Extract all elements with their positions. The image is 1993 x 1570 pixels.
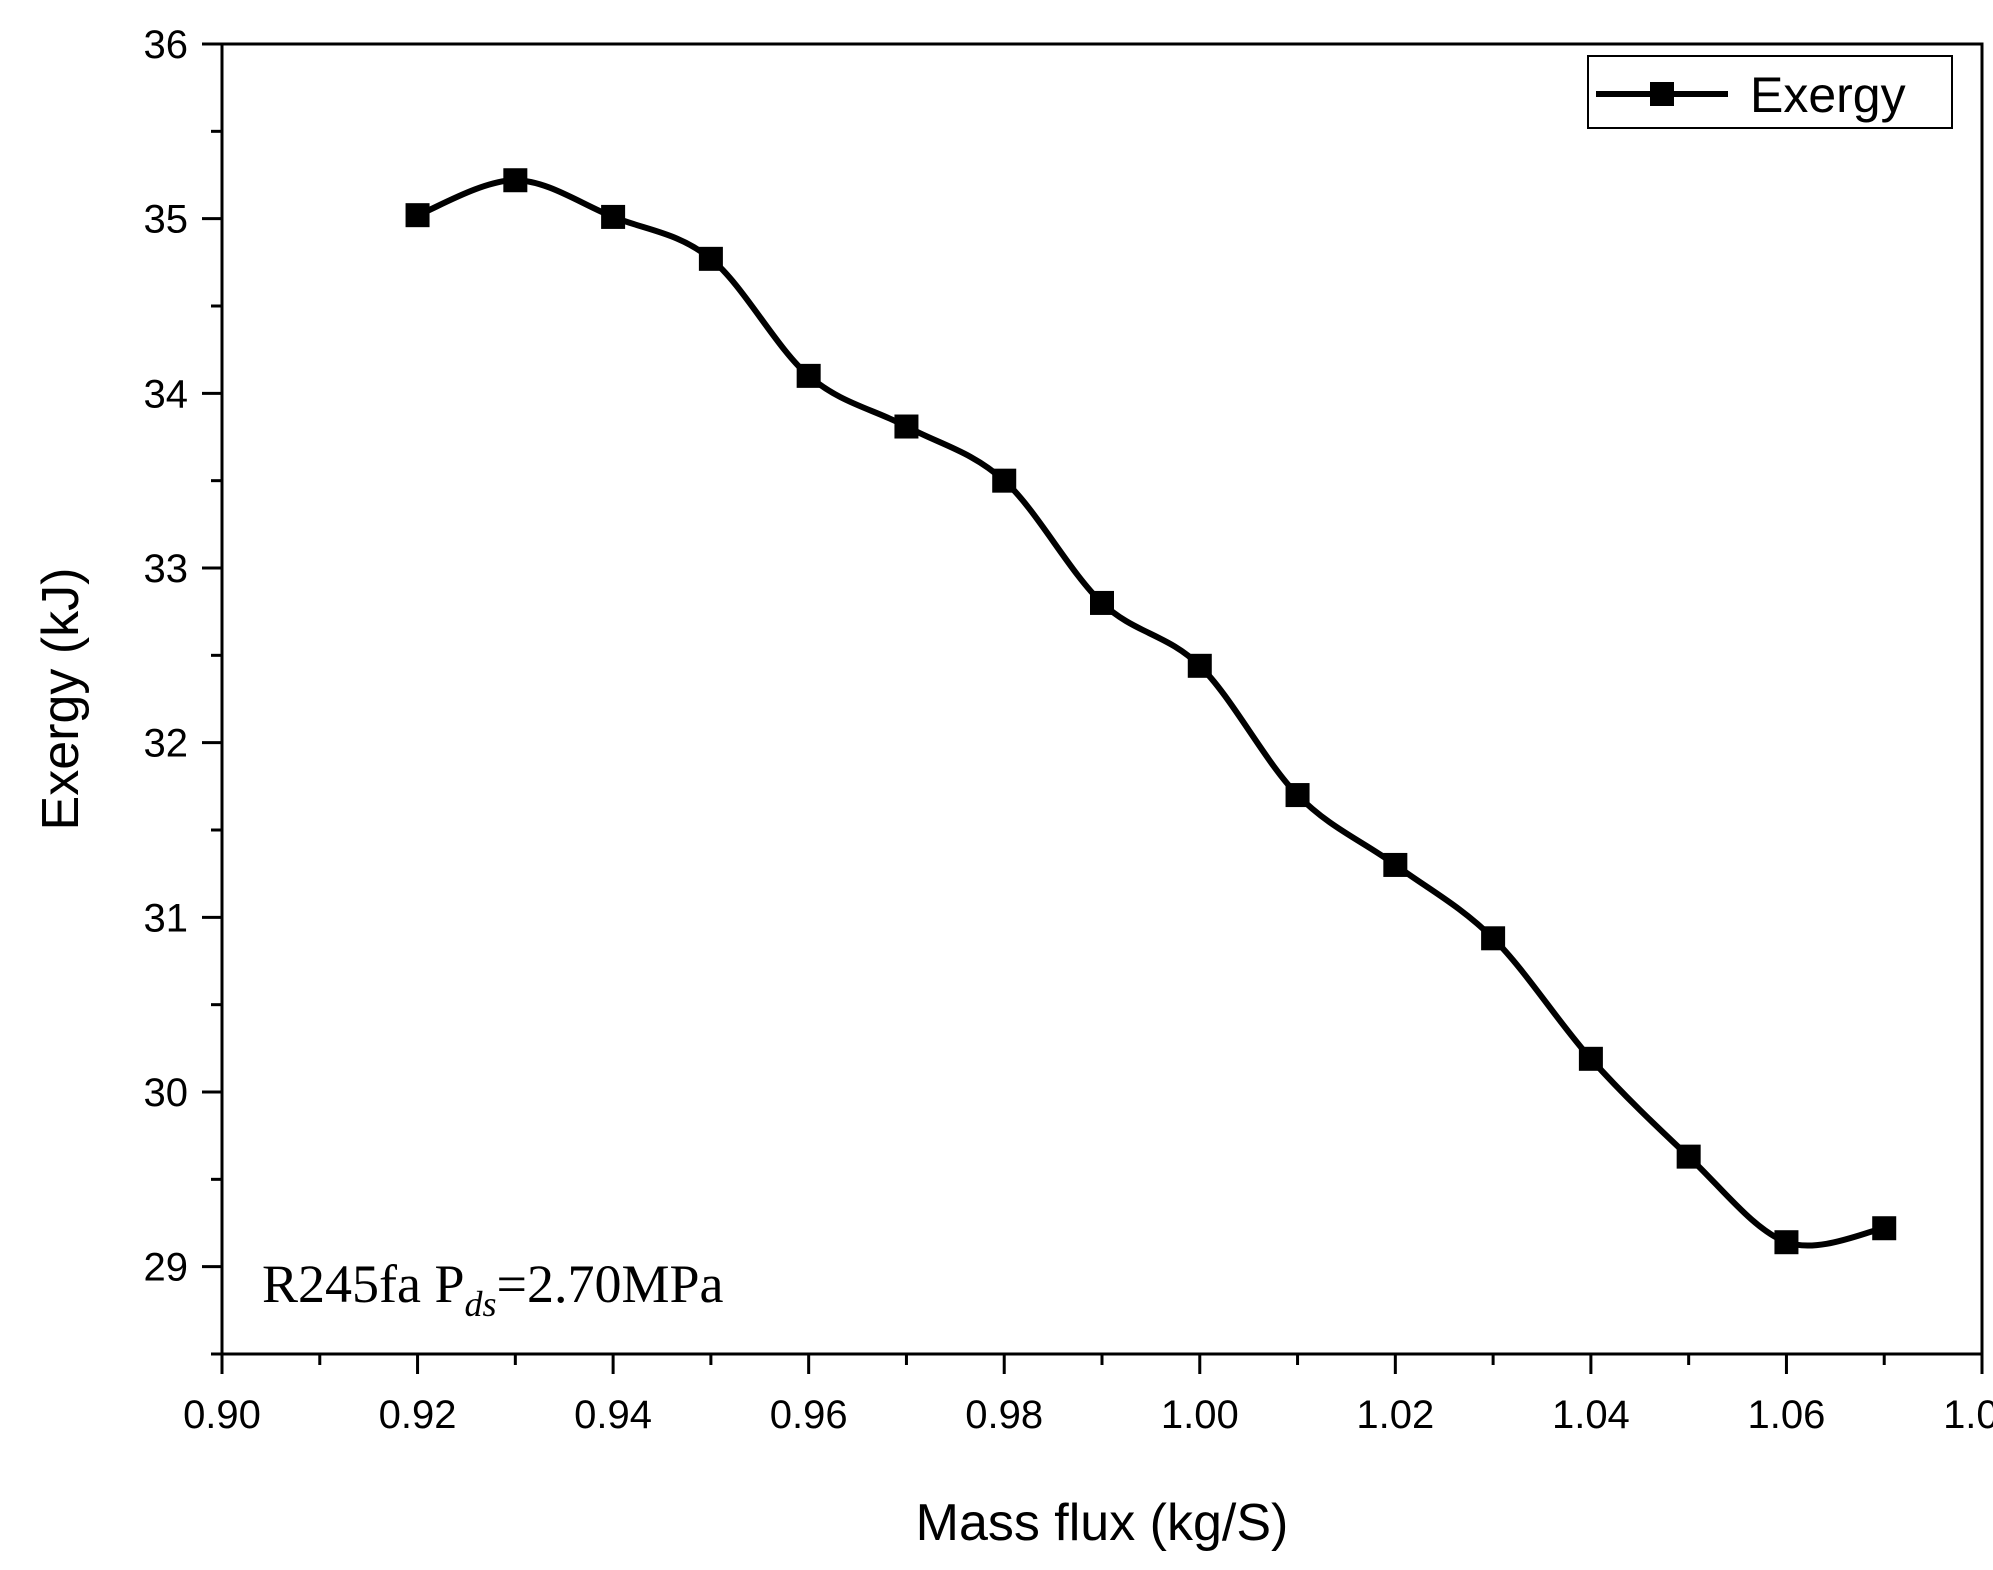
exergy-point — [1578, 1046, 1603, 1071]
y-tick-label: 33 — [144, 547, 189, 591]
x-tick-label: 0.96 — [770, 1393, 848, 1437]
y-ticks: 29 30 31 32 33 34 35 36 — [144, 23, 222, 1356]
x-tick-label: 0.90 — [183, 1393, 261, 1437]
plot-frame — [220, 42, 1984, 1356]
exergy-point — [992, 468, 1017, 493]
exergy-point — [894, 414, 919, 439]
x-tick-label: 1.08 — [1943, 1393, 1993, 1437]
x-tick-label: 1.04 — [1552, 1393, 1630, 1437]
exergy-point — [405, 203, 430, 228]
y-tick-label: 32 — [144, 722, 189, 766]
series-layer — [405, 168, 1897, 1255]
x-axis-title: Mass flux (kg/S) — [916, 1494, 1289, 1552]
exergy-point — [1285, 783, 1310, 808]
exergy-point — [1872, 1216, 1897, 1241]
y-tick-label: 30 — [144, 1071, 189, 1115]
exergy-line — [414, 177, 1888, 1249]
legend: Exergy — [1587, 55, 1953, 129]
annotation-suffix: =2.70MPa — [497, 1254, 724, 1314]
y-tick-label: 35 — [144, 198, 189, 242]
annotation-prefix: R245fa P — [262, 1254, 465, 1314]
x-tick-label: 1.00 — [1161, 1393, 1239, 1437]
x-tick-label: 0.92 — [379, 1393, 457, 1437]
exergy-point — [1481, 926, 1506, 951]
x-ticks: 0.90 0.92 0.94 0.96 0.98 1.00 1.02 1.04 1.06 1.08 — [183, 1354, 1993, 1437]
y-axis-title: Exergy (kJ) — [32, 568, 90, 831]
exergy-point — [1187, 653, 1212, 678]
x-tick-label: 1.02 — [1356, 1393, 1434, 1437]
exergy-point — [796, 363, 821, 388]
legend-label: Exergy — [1750, 67, 1906, 123]
exergy-point — [1090, 590, 1114, 615]
axes — [220, 42, 1984, 1356]
exergy-point — [503, 168, 528, 193]
exergy-point — [601, 204, 626, 229]
exergy-point — [1774, 1230, 1799, 1255]
x-tick-label: 0.94 — [574, 1393, 652, 1437]
y-tick-label: 31 — [144, 896, 189, 940]
exergy-point — [698, 246, 723, 271]
exergy-point — [1676, 1144, 1701, 1169]
legend-marker-sample — [1650, 82, 1674, 106]
x-tick-label: 1.06 — [1748, 1393, 1826, 1437]
exergy-point — [1383, 852, 1408, 877]
condition-annotation: R245fa Pds=2.70MPa — [262, 1254, 724, 1324]
y-tick-label: 34 — [144, 372, 189, 416]
annotation-subscript: ds — [465, 1284, 497, 1324]
y-tick-label: 36 — [144, 23, 189, 67]
y-tick-label: 29 — [144, 1246, 189, 1290]
x-tick-label: 0.98 — [965, 1393, 1043, 1437]
